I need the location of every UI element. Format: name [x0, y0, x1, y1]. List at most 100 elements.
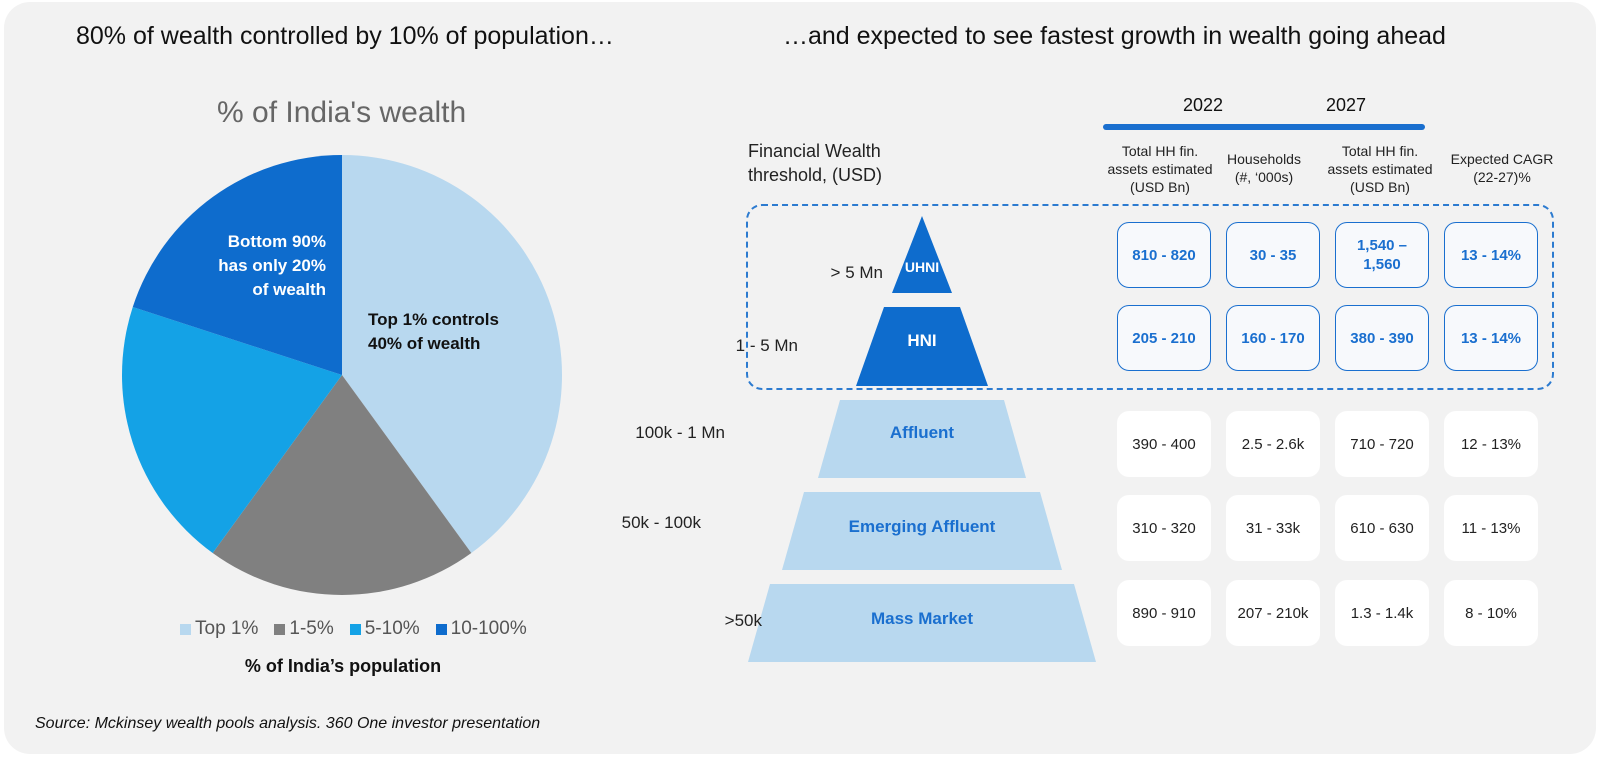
table-cell-value: 2.5 - 2.6k: [1241, 435, 1305, 453]
column-header-households: Households (#, ‘000s): [1209, 150, 1319, 186]
table-cell-value: 810 - 820: [1132, 246, 1196, 264]
table-cell: 810 - 820: [1117, 222, 1211, 288]
pyramid-tier-5: [748, 584, 1096, 662]
pyramid-tier-label: Mass Market: [871, 609, 973, 628]
hni-uhni-highlight-box: [746, 204, 1554, 390]
threshold-label: > 5 Mn: [830, 263, 883, 282]
table-cell: 1,540 – 1,560: [1335, 222, 1429, 288]
table-cell-value: 1,540 – 1,560: [1356, 237, 1408, 273]
pie-annotation-bottom: Bottom 90% has only 20% of wealth: [150, 230, 326, 302]
table-cell: 11 - 13%: [1444, 495, 1538, 561]
pie-annotation-top-line: Top 1% controls: [368, 310, 499, 329]
pyramid-tier-label: Affluent: [890, 423, 955, 442]
column-header-line: (#, ‘000s): [1234, 169, 1294, 185]
table-cell: 1.3 - 1.4k: [1335, 580, 1429, 646]
table-cell-value: 890 - 910: [1132, 604, 1196, 622]
column-header-line: Households: [1227, 151, 1301, 167]
legend-item-10-100: 10-100%: [435, 618, 527, 640]
threshold-header: Financial Wealth threshold, (USD): [748, 139, 948, 187]
pie-slice-4: [132, 155, 342, 375]
pie-annotation-top: Top 1% controls 40% of wealth: [368, 308, 568, 356]
table-cell: 710 - 720: [1335, 411, 1429, 477]
legend-item-top1: Top 1%: [180, 618, 258, 640]
left-heading: 80% of wealth controlled by 10% of popul…: [76, 22, 614, 50]
table-cell-value: 710 - 720: [1350, 435, 1414, 453]
legend-label: 5-10%: [364, 618, 420, 639]
table-cell: 207 - 210k: [1226, 580, 1320, 646]
pie-title: % of India's wealth: [217, 96, 467, 129]
column-header-line: (USD Bn): [1130, 179, 1190, 195]
legend-swatch: [180, 623, 191, 635]
year-divider-bar: [1103, 124, 1425, 130]
legend-label: Top 1%: [195, 618, 259, 639]
year-label-2022: 2022: [1183, 95, 1224, 115]
threshold-header-line: Financial Wealth: [748, 141, 881, 161]
threshold-label: 50k - 100k: [621, 513, 701, 532]
pie-annotation-bottom-line: of wealth: [252, 280, 326, 299]
table-cell-value: 610 - 630: [1350, 519, 1414, 537]
table-cell-value: 1.3 - 1.4k: [1350, 604, 1414, 622]
threshold-label: >50k: [724, 611, 762, 630]
column-header-line: assets estimated: [1327, 161, 1433, 177]
year-label-2027: 2027: [1326, 95, 1367, 115]
table-cell: 8 - 10%: [1444, 580, 1538, 646]
table-cell: 13 - 14%: [1444, 222, 1538, 288]
table-cell-value: 310 - 320: [1132, 519, 1196, 537]
pie-slice-1: [342, 155, 562, 553]
table-cell: 205 - 210: [1117, 305, 1211, 371]
legend-swatch: [349, 623, 361, 635]
table-cell: 890 - 910: [1117, 580, 1211, 646]
table-cell: 380 - 390: [1335, 305, 1429, 371]
right-heading: …and expected to see fastest growth in w…: [783, 22, 1446, 50]
pie-legend: Top 1% 1-5% 5-10% 10-100%: [180, 618, 527, 640]
threshold-header-line: threshold, (USD): [748, 165, 883, 185]
pyramid-tier-label: UHNI: [905, 259, 939, 275]
table-cell: 390 - 400: [1117, 411, 1211, 477]
table-cell-value: 205 - 210: [1132, 329, 1196, 347]
table-cell: 13 - 14%: [1444, 305, 1538, 371]
legend-swatch: [435, 623, 447, 635]
threshold-label: 1 - 5 Mn: [735, 336, 798, 355]
pie-slice-2: [212, 375, 472, 596]
table-cell-value: 31 - 33k: [1245, 519, 1301, 537]
legend-label: 10-100%: [450, 618, 527, 639]
column-header-cagr: Expected CAGR (22-27)%: [1440, 150, 1564, 186]
source-note: Source: Mckinsey wealth pools analysis. …: [35, 715, 541, 732]
table-cell: 2.5 - 2.6k: [1226, 411, 1320, 477]
pyramid-tier-3: [818, 400, 1026, 478]
column-header-assets-2027: Total HH fin. assets estimated (USD Bn): [1318, 142, 1442, 196]
pie-annotation-top-line: 40% of wealth: [368, 334, 481, 353]
column-header-line: (USD Bn): [1350, 179, 1410, 195]
table-cell: 30 - 35: [1226, 222, 1320, 288]
pie-annotation-bottom-line: Bottom 90%: [227, 232, 326, 251]
legend-item-1-5: 1-5%: [274, 618, 334, 640]
table-cell-value: 390 - 400: [1132, 435, 1196, 453]
table-cell-value: 13 - 14%: [1460, 246, 1522, 264]
column-header-line: assets estimated: [1107, 161, 1213, 177]
column-header-line: Total HH fin.: [1341, 143, 1419, 159]
legend-label: 1-5%: [289, 618, 334, 639]
table-cell-value: 12 - 13%: [1460, 435, 1522, 453]
pyramid-tier-label: Emerging Affluent: [849, 517, 996, 536]
pie-annotation-bottom-line: has only 20%: [218, 256, 326, 275]
table-cell-value: 160 - 170: [1241, 329, 1305, 347]
column-header-line: Expected CAGR: [1450, 151, 1554, 167]
legend-item-5-10: 5-10%: [349, 618, 420, 640]
table-cell-value: 8 - 10%: [1465, 604, 1517, 622]
pyramid-tier-label: HNI: [907, 331, 936, 350]
legend-swatch: [274, 623, 286, 635]
column-header-assets-2022: Total HH fin. assets estimated (USD Bn): [1100, 142, 1220, 196]
pie-xlabel: % of India’s population: [244, 656, 442, 676]
table-cell: 31 - 33k: [1226, 495, 1320, 561]
table-cell-value: 13 - 14%: [1460, 329, 1522, 347]
table-cell: 610 - 630: [1335, 495, 1429, 561]
pyramid-tier-1: [892, 216, 952, 293]
table-cell-value: 207 - 210k: [1237, 604, 1309, 622]
column-header-line: (22-27)%: [1473, 169, 1531, 185]
pyramid-tier-4: [782, 492, 1062, 570]
threshold-label: 100k - 1 Mn: [635, 423, 725, 442]
pyramid-tier-2: [856, 307, 988, 386]
table-cell-value: 380 - 390: [1350, 329, 1414, 347]
table-cell-value: 11 - 13%: [1461, 519, 1521, 537]
